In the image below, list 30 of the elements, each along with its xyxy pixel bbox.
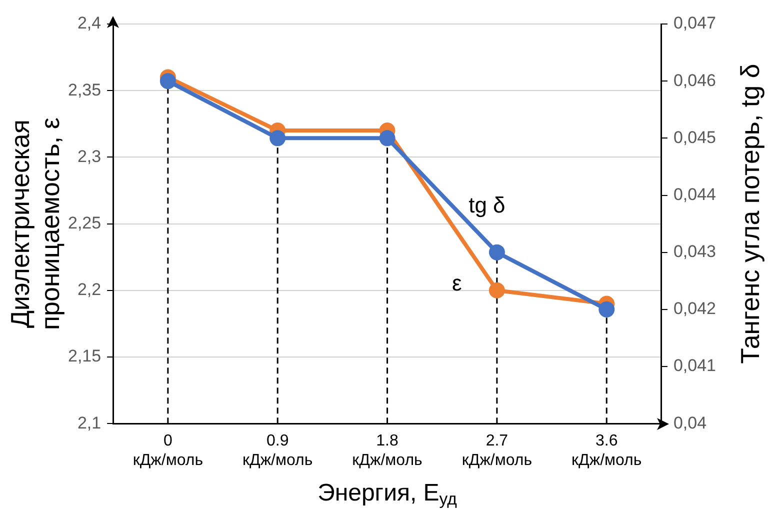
- point: [379, 130, 396, 146]
- point: [488, 244, 505, 260]
- x-tick-label: 3.6 кДж/моль: [572, 432, 642, 469]
- y-tick-label: 2,1: [77, 413, 102, 432]
- point: [598, 301, 615, 318]
- y2-axis-title: Тангенс угла потерь, tg δ: [735, 64, 766, 364]
- point: [488, 282, 505, 298]
- series-label: ε: [452, 270, 462, 296]
- y-tick-label: 2,3: [77, 146, 102, 166]
- x-tick-label: 0.9 кДж/моль: [242, 432, 313, 469]
- x-tick-label: 2.7 кДж/моль: [462, 432, 532, 469]
- y-tick-label: 2,35: [68, 80, 102, 100]
- y-axis-title: Диэлектрическая проницаемость, ε: [5, 117, 66, 330]
- y2-tick-label: 0,042: [673, 299, 716, 318]
- y2-tick-label: 0,04: [673, 413, 707, 432]
- y-tick-label: 2,15: [68, 346, 102, 366]
- y-tick-label: 2,4: [77, 14, 102, 33]
- y-tick-label: 2,2: [77, 280, 102, 300]
- x-tick-label: 1.8 кДж/моль: [352, 432, 422, 469]
- series-label: tg δ: [468, 192, 506, 218]
- y2-tick-label: 0,047: [673, 14, 716, 33]
- x-tick-label: 0 кДж/моль: [132, 432, 204, 469]
- point: [160, 73, 176, 90]
- y2-tick-label: 0,043: [673, 242, 716, 262]
- y2-tick-label: 0,045: [673, 128, 716, 147]
- y2-tick-label: 0,046: [673, 70, 716, 90]
- point: [270, 130, 286, 146]
- y2-tick-label: 0,041: [673, 356, 716, 376]
- y-tick-label: 2,25: [68, 213, 102, 232]
- y2-tick-label: 0,044: [673, 184, 716, 204]
